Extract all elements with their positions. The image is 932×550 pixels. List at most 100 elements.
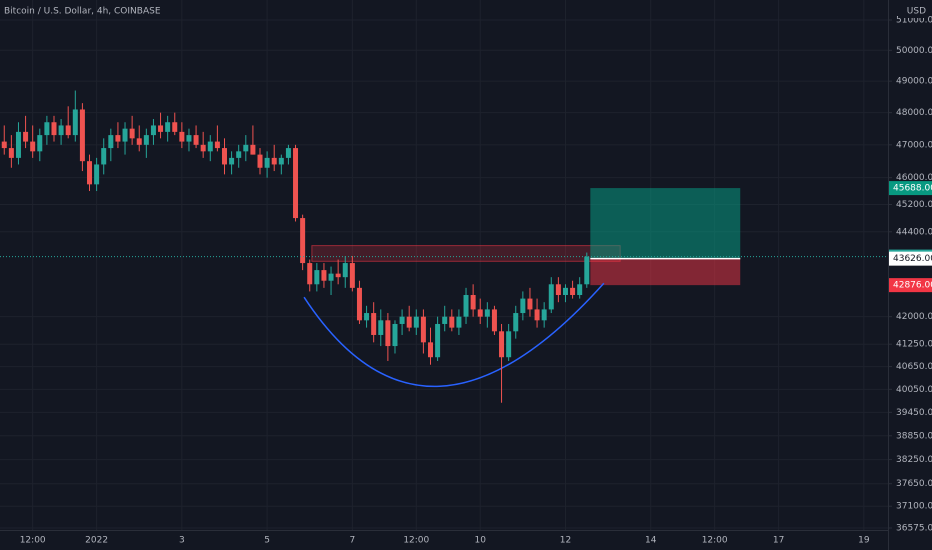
candle-body [513, 313, 519, 332]
candle-body [491, 309, 497, 332]
y-tick-label: 36575.00 [896, 523, 932, 533]
candle-body [214, 141, 220, 149]
price-marker-label: 45688.00 [893, 184, 932, 194]
candle-body [484, 309, 490, 317]
candle-body [442, 316, 448, 324]
candle-body [399, 316, 405, 324]
candle-body [413, 316, 419, 328]
candle-body [449, 316, 455, 328]
candle-body [570, 287, 576, 296]
resistance-zone [311, 245, 621, 262]
candle-body [94, 164, 100, 185]
candle-body [506, 331, 512, 358]
candle-body [115, 135, 121, 142]
x-tick-label: 3 [179, 536, 185, 546]
candle-body [250, 144, 256, 155]
candle-body [555, 284, 561, 296]
candle-body [328, 273, 334, 281]
y-tick-label: 37100.00 [896, 502, 932, 512]
price-marker [889, 181, 932, 196]
candle-body [541, 309, 547, 321]
candle-body [378, 320, 384, 335]
candle-body [193, 135, 199, 145]
y-tick-label: 39450.00 [896, 408, 932, 418]
candle-body [371, 313, 377, 335]
candle-body [307, 263, 313, 285]
currency-box [898, 3, 928, 18]
x-tick-label: 5 [264, 536, 270, 546]
candle-body [229, 157, 235, 165]
y-tick-label: 40050.00 [896, 385, 932, 395]
cup-curve [303, 282, 605, 388]
candle-body [314, 270, 320, 285]
candle-body [342, 263, 348, 278]
candle-body [321, 270, 327, 281]
candle-body [101, 148, 107, 165]
candle-body [470, 295, 476, 310]
candle-body [257, 154, 263, 168]
candle-body [477, 309, 483, 317]
candle-body [364, 313, 370, 321]
candle-body [499, 331, 505, 358]
candle-body [65, 125, 71, 136]
y-tick-label: 42000.00 [896, 312, 932, 322]
x-tick-label: 2022 [85, 536, 108, 546]
candle-body [122, 128, 128, 142]
candle-body [108, 135, 114, 149]
candle-body [8, 148, 14, 158]
candle-body [456, 316, 462, 328]
candle-body [37, 135, 43, 152]
candle-body [356, 287, 362, 321]
candle-body [335, 273, 341, 278]
candle-body [264, 157, 270, 168]
candle-body [150, 125, 156, 136]
candle-body [285, 148, 291, 158]
candle-body [23, 131, 29, 142]
candle-body [300, 218, 306, 264]
x-tick-label: 12:00 [20, 536, 46, 546]
candle-body [165, 122, 171, 132]
candle-body [179, 131, 185, 142]
candle-body [435, 323, 441, 358]
x-tick-label: 12:00 [702, 536, 728, 546]
candle-body [87, 161, 93, 185]
y-tick-label: 38250.00 [896, 455, 932, 465]
price-marker-label: 43626.00 [893, 254, 932, 264]
x-tick-label: 17 [773, 536, 784, 546]
stop-zone [590, 258, 741, 286]
y-tick-label: 47000.00 [896, 140, 932, 150]
candle-body [186, 135, 192, 142]
candle-body [293, 148, 299, 219]
candle-body [349, 263, 355, 288]
candle-body [534, 309, 540, 321]
candle-body [207, 141, 213, 152]
candle-body [527, 298, 533, 310]
candle-body [136, 138, 142, 145]
y-tick-label: 40650.00 [896, 362, 932, 372]
y-tick-label: 51000.00 [896, 16, 932, 26]
chart-title: Bitcoin / U.S. Dollar, 4h, COINBASE [4, 7, 161, 17]
candle-body [79, 109, 85, 162]
candle-body [172, 122, 178, 132]
candle-body [584, 256, 590, 285]
candle-body [562, 287, 568, 296]
y-tick-label: 45200.00 [896, 200, 932, 210]
x-tick-label: 7 [349, 536, 355, 546]
candle-body [158, 125, 164, 132]
x-tick-label: 12 [560, 536, 571, 546]
candle-body [1, 141, 7, 149]
candle-body [577, 284, 583, 296]
candle-body [30, 141, 36, 152]
y-tick-label: 49000.00 [896, 77, 932, 87]
candle-body [278, 157, 284, 165]
x-tick-label: 10 [475, 536, 487, 546]
candle-body [51, 122, 57, 136]
price-marker-label: 42876.00 [893, 281, 932, 291]
y-tick-label: 48000.00 [896, 108, 932, 118]
candle-body [15, 131, 21, 158]
x-tick-label: 19 [858, 536, 870, 546]
candle-body [385, 320, 391, 347]
candle-body [406, 316, 412, 328]
price-marker [889, 278, 932, 293]
